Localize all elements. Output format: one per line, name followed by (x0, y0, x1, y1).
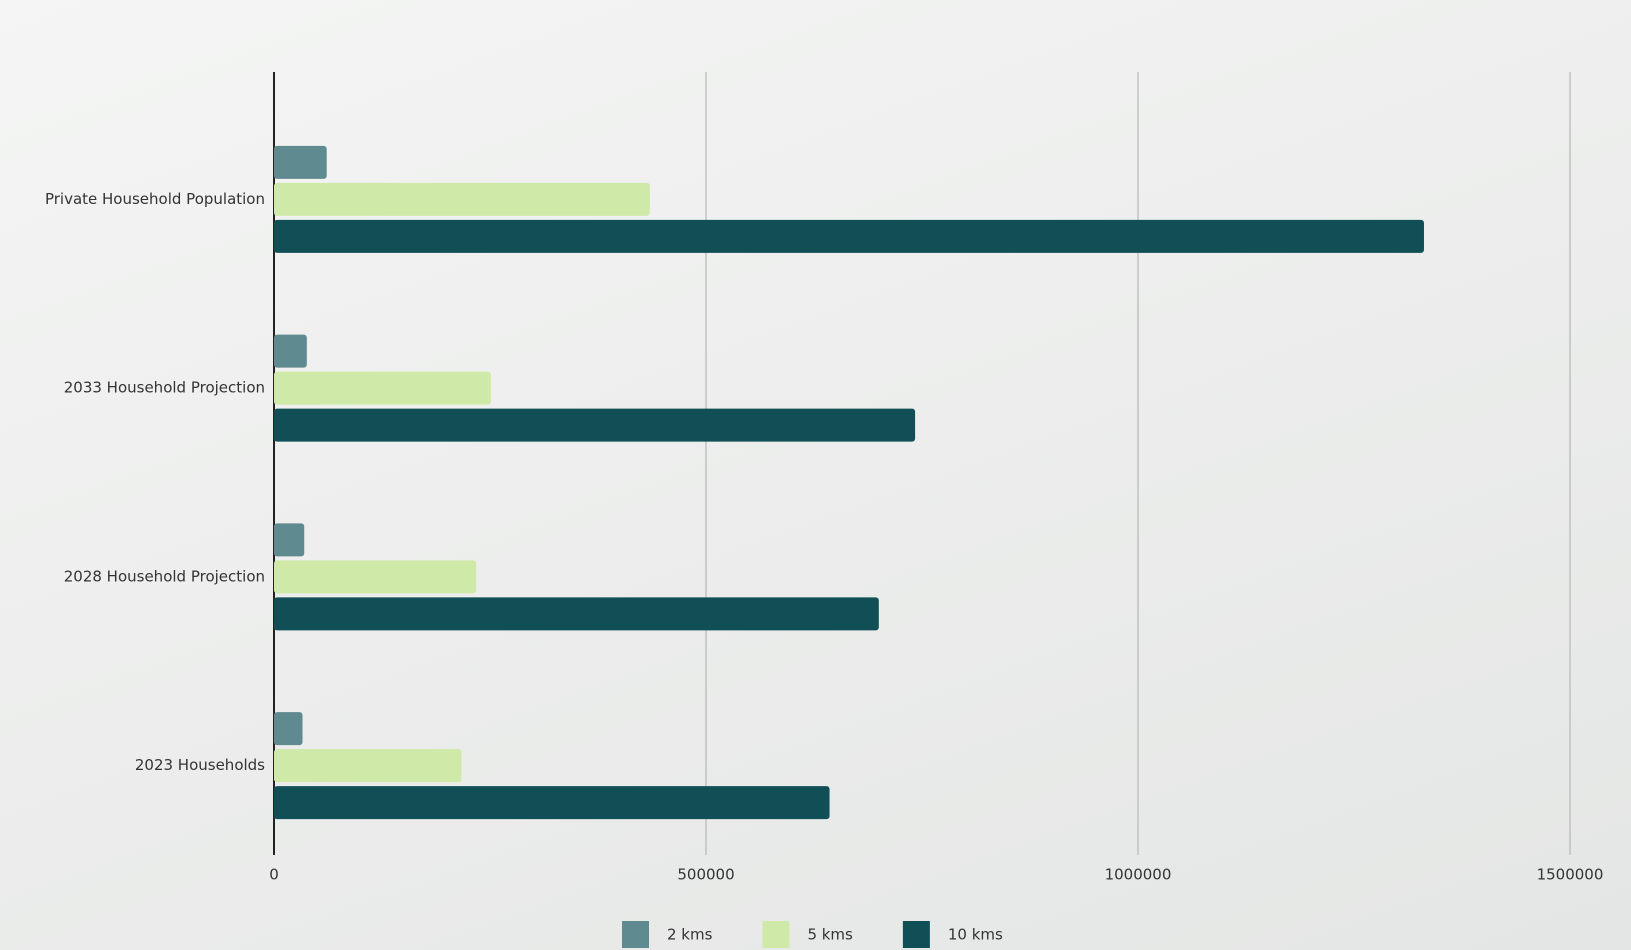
x-tick-label: 1500000 (1537, 866, 1604, 884)
x-tick-label: 1000000 (1105, 866, 1172, 884)
bar (274, 371, 491, 405)
bar (274, 334, 307, 368)
bar (274, 597, 879, 631)
y-tick-label: 2028 Household Projection (64, 567, 265, 585)
bar (274, 749, 462, 783)
legend-label: 2 kms (667, 926, 713, 944)
legend-swatch (762, 921, 790, 948)
bar (274, 145, 327, 179)
y-tick-label: Private Household Population (45, 190, 265, 208)
y-tick-label: 2023 Households (135, 756, 265, 774)
y-tick-label: 2033 Household Projection (64, 379, 265, 397)
bar (274, 712, 303, 746)
bar (274, 523, 305, 557)
bar (274, 408, 916, 442)
legend-swatch (902, 921, 930, 948)
x-tick-label: 0 (269, 866, 279, 884)
bar (274, 219, 1424, 253)
legend-label: 10 kms (948, 926, 1003, 944)
legend-swatch (622, 921, 649, 948)
legend-label: 5 kms (807, 926, 853, 944)
x-tick-label: 500000 (677, 866, 734, 884)
bar (274, 182, 650, 216)
bar (274, 786, 830, 820)
bar (274, 560, 477, 594)
